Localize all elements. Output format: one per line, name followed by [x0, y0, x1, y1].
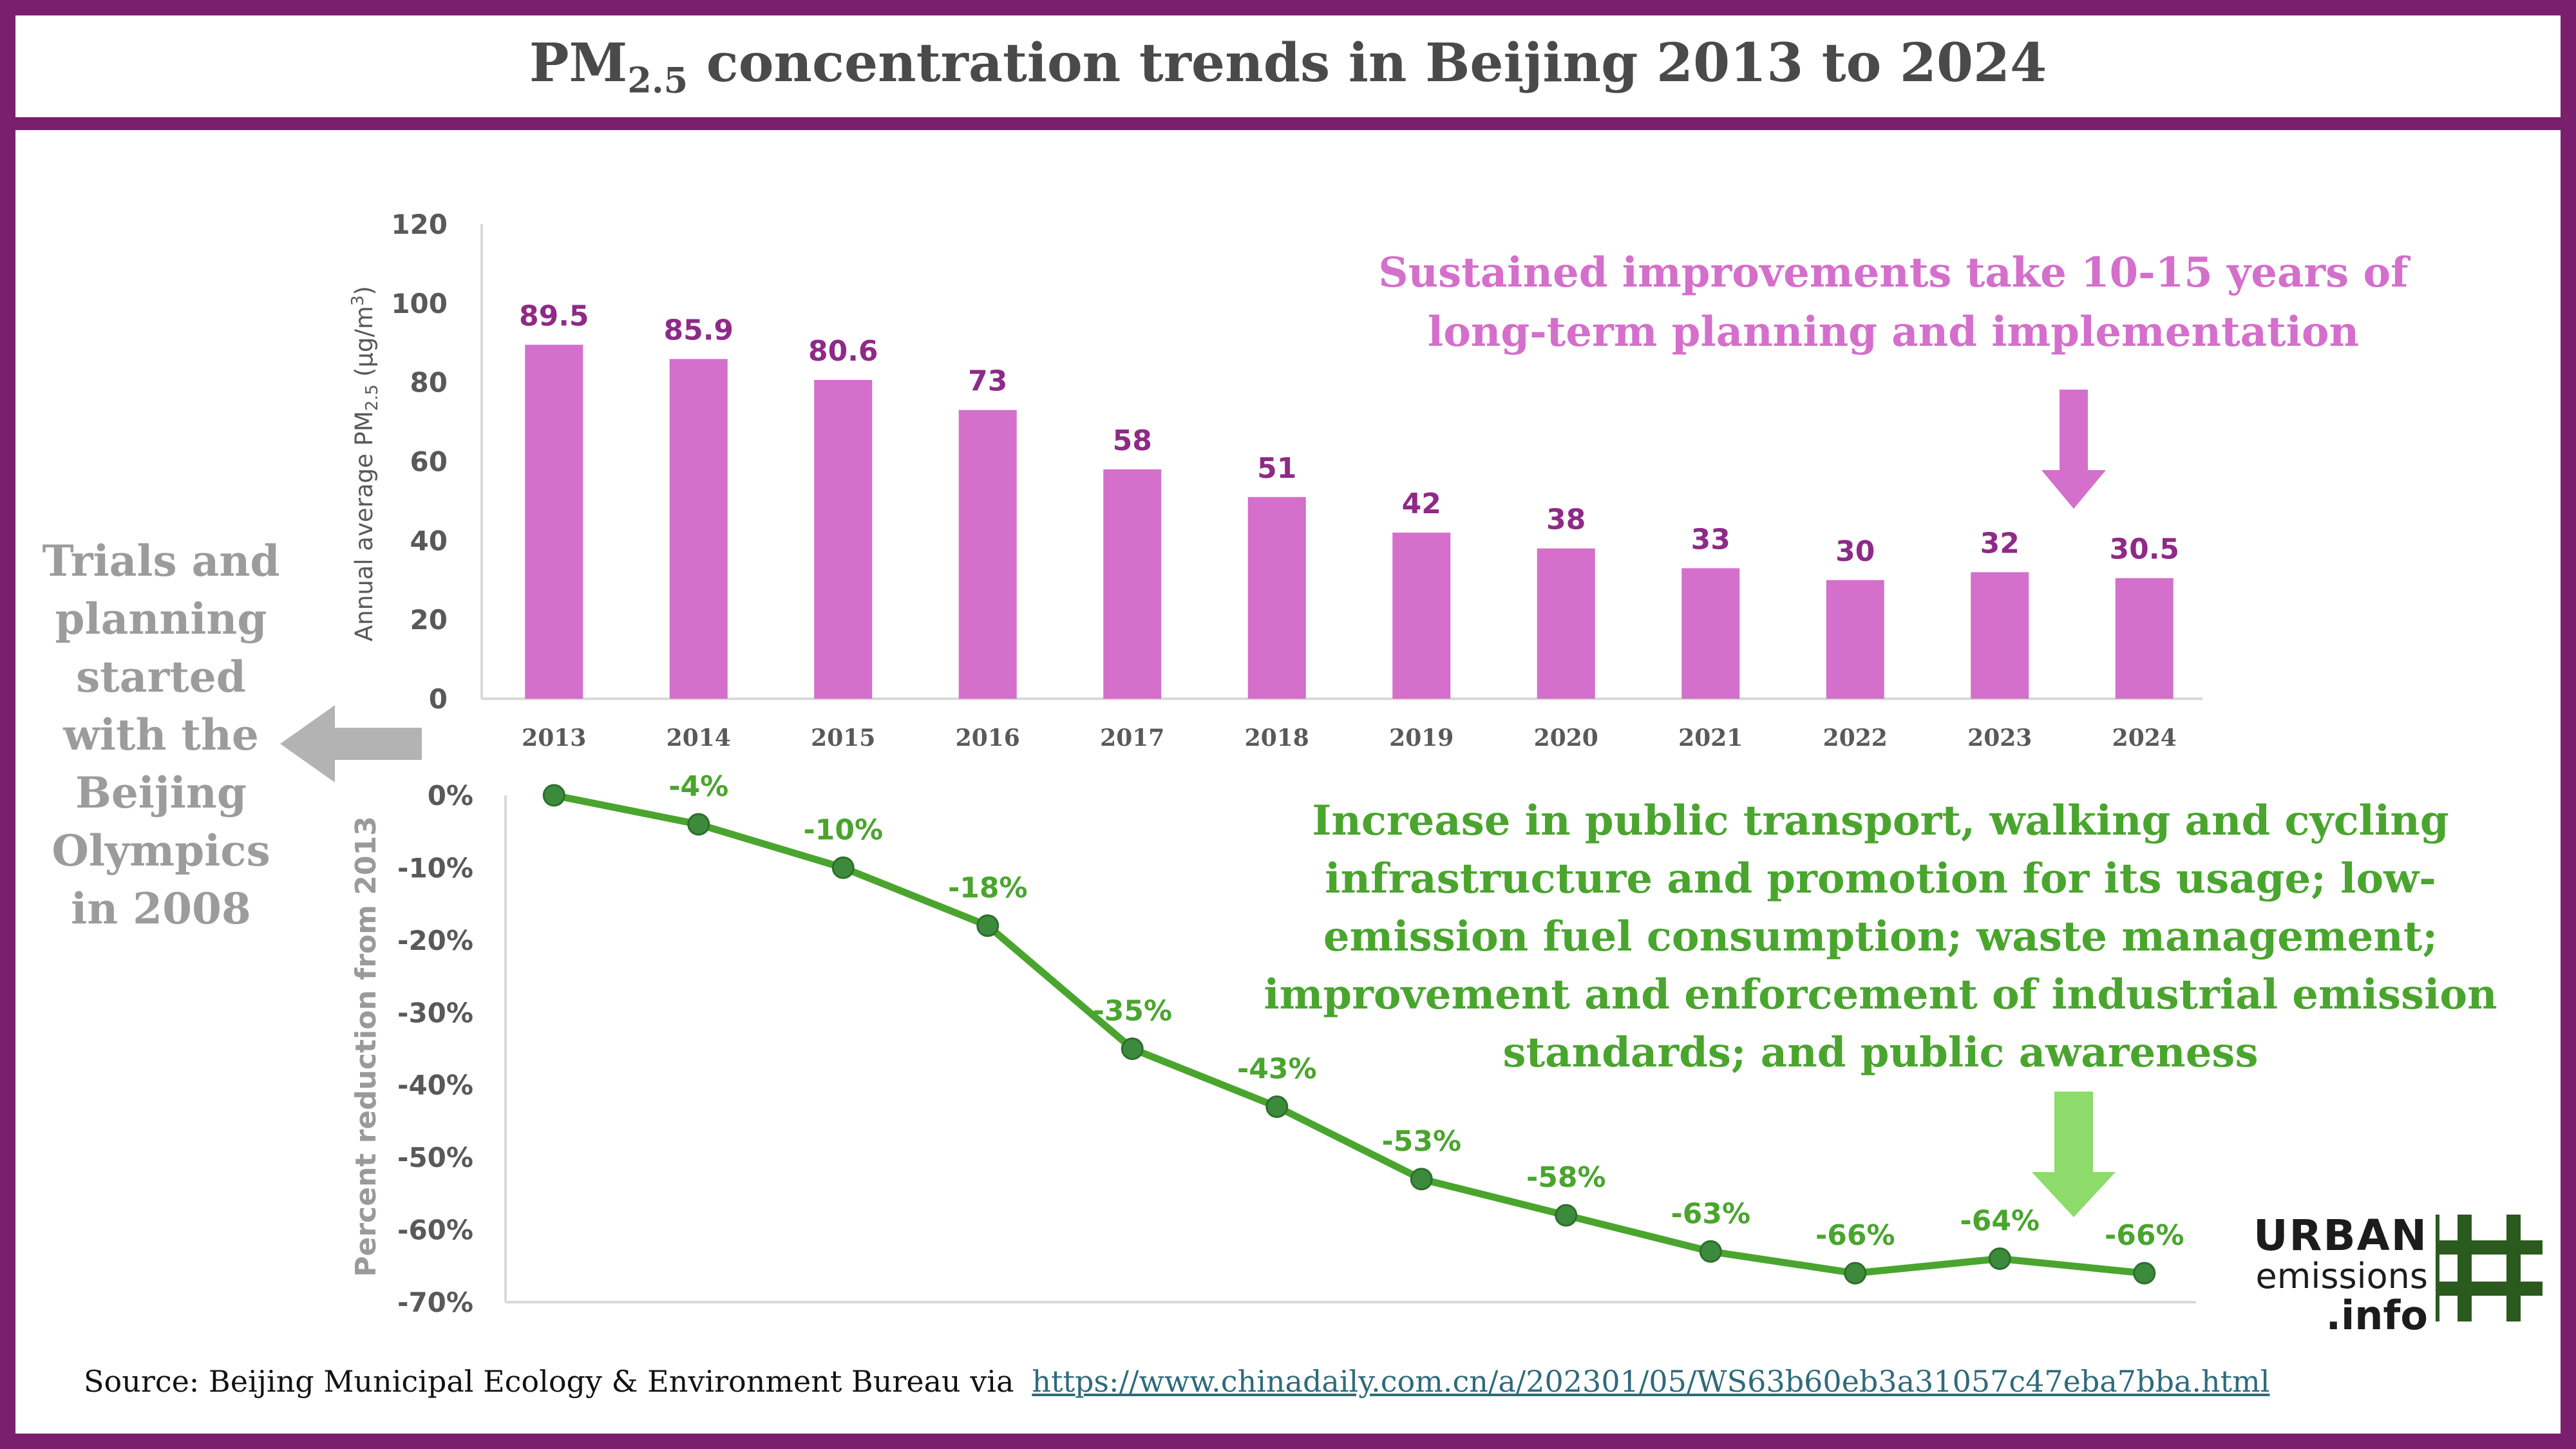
green-annotation: Increase in public transport, walking an… — [1264, 797, 2497, 1077]
bar-2024 — [2115, 578, 2174, 699]
purple-annotation: Sustained improvements take 10-15 years … — [1378, 249, 2409, 356]
bar-data-label: 89.5 — [519, 299, 589, 332]
line-data-label: -53% — [1381, 1125, 1461, 1158]
bar-2021 — [1681, 568, 1740, 699]
bar-data-label: 30 — [1835, 535, 1875, 568]
logo-line-1: URBAN — [2253, 1211, 2428, 1260]
line-point-2017 — [1121, 1037, 1144, 1060]
line-data-label: -18% — [948, 871, 1028, 904]
bar-2023 — [1971, 572, 2029, 699]
bar-x-tick-label: 2014 — [667, 724, 731, 752]
annotation-arrows — [280, 390, 2116, 1217]
line-y-tick-label: -70% — [397, 1287, 473, 1318]
grey-annotation: Trials and planning started with the Bei… — [42, 536, 280, 934]
bar-data-label: 33 — [1691, 523, 1730, 556]
line-point-2013 — [542, 784, 565, 807]
bar-x-tick-label: 2016 — [956, 724, 1020, 752]
line-y-tick-label: -40% — [397, 1070, 473, 1101]
bar-2020 — [1537, 548, 1595, 699]
bar-x-tick-label: 2024 — [2112, 724, 2177, 752]
line-data-label: -58% — [1526, 1161, 1606, 1194]
bar-data-label: 85.9 — [663, 314, 734, 346]
bar-x-tick-label: 2023 — [1967, 724, 2032, 752]
bar-data-label: 80.6 — [808, 335, 878, 368]
line-y-tick-label: 0% — [428, 780, 473, 811]
line-y-tick-label: -60% — [397, 1215, 473, 1246]
line-data-label: -10% — [803, 813, 883, 846]
purple-down-arrow — [2041, 390, 2106, 509]
line-data-label: -63% — [1671, 1197, 1750, 1230]
logo-line-3: .info — [2325, 1292, 2428, 1339]
chart-title: PM2.5 concentration trends in Beijing 20… — [529, 32, 2047, 101]
line-point-2015 — [831, 856, 855, 879]
line-data-label: -43% — [1237, 1052, 1317, 1085]
line-data-label: -66% — [1815, 1219, 1895, 1252]
line-point-2019 — [1410, 1168, 1433, 1191]
bar-x-tick-label: 2015 — [811, 724, 875, 752]
source-text: Source: Beijing Municipal Ecology & Envi… — [84, 1364, 1014, 1399]
green-down-arrow — [2032, 1092, 2116, 1217]
bar-y-tick-label: 40 — [410, 525, 448, 556]
bar-2019 — [1392, 533, 1451, 699]
source-line: Source: Beijing Municipal Ecology & Envi… — [84, 1364, 2544, 1399]
bar-data-label: 51 — [1257, 452, 1296, 485]
bar-data-label: 38 — [1546, 504, 1586, 536]
line-point-2021 — [1699, 1240, 1722, 1263]
line-data-label: -35% — [1092, 995, 1172, 1028]
bar-x-tick-label: 2019 — [1389, 724, 1454, 752]
bar-x-tick-label: 2018 — [1245, 724, 1309, 752]
line-point-2020 — [1555, 1204, 1578, 1227]
line-y-axis-title: Percent reduction from 2013 — [350, 816, 383, 1277]
bar-y-tick-label: 80 — [410, 367, 448, 399]
line-point-2016 — [976, 914, 999, 937]
bar-data-label: 30.5 — [2109, 533, 2179, 566]
line-y-tick-label: -30% — [397, 997, 473, 1028]
bar-2013 — [525, 345, 583, 699]
bar-data-label: 42 — [1402, 488, 1441, 520]
bar-x-tick-label: 2017 — [1100, 724, 1164, 752]
line-point-2018 — [1265, 1095, 1289, 1118]
line-point-2022 — [1844, 1262, 1867, 1285]
line-y-tick-label: -20% — [397, 925, 473, 956]
bar-chart: Annual average PM2.5 (µg/m3) 0 20 40 60 80 10… — [348, 209, 2202, 752]
line-point-2014 — [687, 813, 710, 836]
bar-y-axis-title: Annual average PM2.5 (µg/m3) — [348, 286, 382, 641]
line-y-tick-label: -50% — [397, 1142, 473, 1173]
bar-y-tick-label: 0 — [429, 683, 448, 715]
grey-left-arrow — [280, 705, 422, 782]
bar-2018 — [1247, 497, 1306, 699]
bar-2014 — [669, 359, 728, 699]
bar-data-label: 58 — [1113, 424, 1152, 457]
line-data-label: -4% — [668, 770, 728, 803]
logo-line-2: emissions — [2255, 1256, 2429, 1296]
bar-x-tick-label: 2022 — [1823, 724, 1888, 752]
bar-y-tick-label: 120 — [391, 209, 448, 240]
bar-x-tick-label: 2013 — [522, 724, 586, 752]
line-chart: Percent reduction from 2013 0% -10% -20% -3… — [350, 770, 2196, 1318]
bar-data-label: 73 — [968, 365, 1007, 398]
bar-x-tick-label: 2020 — [1534, 724, 1598, 752]
source-link[interactable]: https://www.chinadaily.com.cn/a/202301/0… — [1032, 1364, 2270, 1399]
line-y-tick-label: -10% — [397, 852, 473, 884]
line-series — [553, 791, 2145, 1277]
title-bar: PM2.5 concentration trends in Beijing 20… — [15, 15, 2561, 130]
bar-2015 — [814, 379, 873, 699]
logo-grid-icon — [2436, 1215, 2543, 1321]
bar-2017 — [1103, 469, 1162, 699]
bar-2022 — [1826, 580, 1884, 699]
bar-y-tick-label: 20 — [410, 604, 448, 636]
bar-x-tick-label: 2021 — [1678, 724, 1743, 752]
urban-emissions-logo: URBAN emissions .info — [2253, 1211, 2550, 1340]
line-point-2023 — [1988, 1247, 2011, 1271]
line-data-label: -66% — [2105, 1219, 2184, 1252]
line-point-2024 — [2133, 1262, 2156, 1285]
bar-y-tick-label: 100 — [391, 288, 448, 319]
bar-2016 — [958, 410, 1017, 699]
line-data-label: -64% — [1960, 1205, 2040, 1238]
bar-y-tick-label: 60 — [410, 446, 448, 478]
bar-data-label: 32 — [1980, 527, 2020, 560]
